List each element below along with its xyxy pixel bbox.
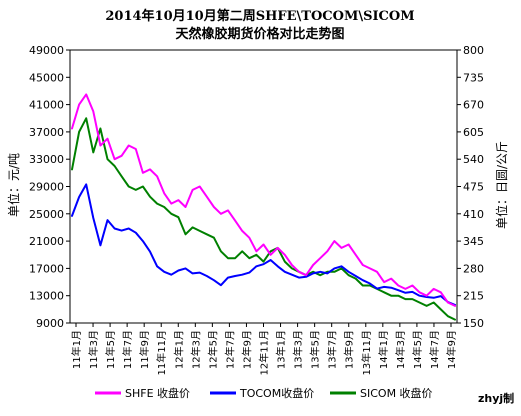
y-right-tick-label: 605 [463, 126, 484, 139]
x-tick-label: 11年3月 [87, 330, 100, 369]
y-axis-left-label: 单位：元/吨 [6, 153, 21, 217]
y-right-tick-label: 150 [463, 317, 484, 330]
x-tick-label: 13年11月 [360, 330, 373, 375]
x-tick-label: 13年7月 [326, 330, 339, 369]
x-tick-label: 12年9月 [240, 330, 253, 369]
credit-text: zhyj制 [478, 391, 514, 405]
y-axis-left: 49000 45000 41000 37000 33000 29000 25000 21000… [29, 44, 70, 330]
x-tick-label: 12年5月 [206, 330, 219, 369]
x-tick-label: 12年7月 [223, 330, 236, 369]
y-left-tick-label: 29000 [29, 181, 64, 194]
y-right-tick-label: 345 [463, 235, 484, 248]
legend-label-2: SICOM 收盘价 [360, 386, 433, 400]
x-tick-label: 12年11月 [258, 330, 271, 375]
x-tick-label: 14年5月 [411, 330, 424, 369]
x-tick-label: 14年9月 [445, 330, 458, 369]
y-right-tick-label: 670 [463, 99, 484, 112]
x-tick-label: 11年1月 [70, 330, 83, 369]
x-tick-label: 14年1月 [377, 330, 390, 369]
y-right-tick-label: 540 [463, 153, 484, 166]
x-tick-label: 13年9月 [343, 330, 356, 369]
x-tick-label: 12年1月 [172, 330, 185, 369]
y-right-tick-label: 800 [463, 44, 484, 57]
series-lines [71, 93, 456, 321]
x-axis: 11年1月 11年3月 11年5月 11年7月 11年9月 11年11月 12年1月 12年3… [70, 323, 458, 375]
y-right-tick-label: 280 [463, 262, 484, 275]
series-line-0 [71, 93, 456, 307]
y-left-tick-label: 45000 [29, 71, 64, 84]
y-left-tick-label: 17000 [29, 262, 64, 275]
x-tick-label: 12年3月 [189, 330, 202, 369]
x-tick-label: 11年11月 [155, 330, 168, 375]
y-right-tick-label: 475 [463, 181, 484, 194]
y-right-tick-label: 215 [463, 290, 484, 303]
y-left-tick-label: 37000 [29, 126, 64, 139]
y-left-tick-label: 33000 [29, 153, 64, 166]
y-right-tick-label: 410 [463, 208, 484, 221]
x-tick-label: 13年3月 [292, 330, 305, 369]
x-tick-label: 11年9月 [138, 330, 151, 369]
legend: SHFE 收盘价 TOCOM收盘价 SICOM 收盘价 [95, 386, 433, 400]
y-left-tick-label: 49000 [29, 44, 64, 57]
series-line-1 [71, 183, 456, 306]
legend-label-1: TOCOM收盘价 [239, 386, 314, 400]
x-tick-label: 11年5月 [104, 330, 117, 369]
x-tick-label: 14年3月 [394, 330, 407, 369]
x-tick-label: 13年5月 [309, 330, 322, 369]
y-left-tick-label: 9000 [36, 317, 64, 330]
y-axis-right: 800 735 670 605 540 475 410 345 280 215 150 [457, 44, 484, 330]
chart-subtitle: 天然橡胶期货价格对比走势图 [175, 26, 344, 42]
y-axis-right-label: 单位：日圆/公斤 [494, 141, 509, 229]
series-line-2 [71, 117, 456, 321]
x-tick-label: 13年1月 [275, 330, 288, 369]
x-tick-label: 11年7月 [121, 330, 134, 369]
y-left-tick-label: 13000 [29, 290, 64, 303]
y-left-tick-label: 41000 [29, 99, 64, 112]
chart-title: 2014年10月10月第二周SHFE\TOCOM\SICOM [105, 8, 414, 24]
y-left-tick-label: 21000 [29, 235, 64, 248]
y-left-tick-label: 25000 [29, 208, 64, 221]
legend-label-0: SHFE 收盘价 [125, 386, 190, 400]
y-right-tick-label: 735 [463, 71, 484, 84]
x-tick-label: 14年7月 [428, 330, 441, 369]
